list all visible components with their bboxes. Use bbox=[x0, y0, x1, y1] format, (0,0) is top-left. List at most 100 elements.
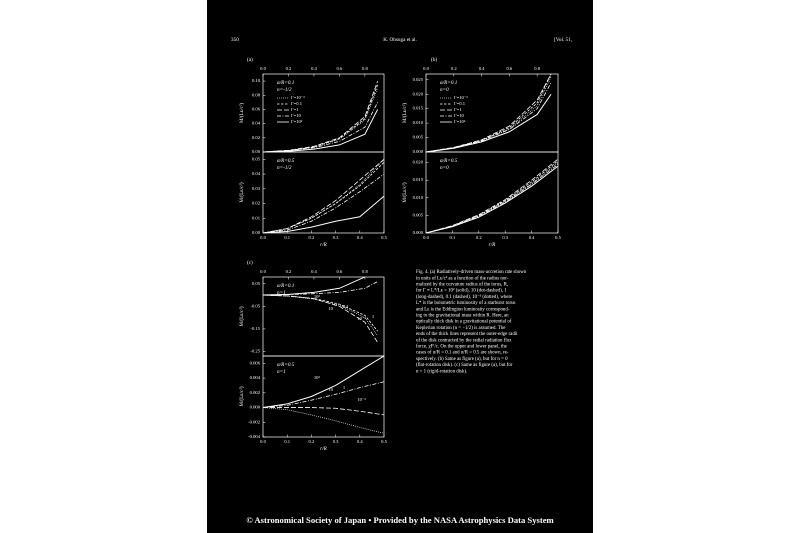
legend-label: Γ=10 bbox=[454, 113, 465, 118]
curve bbox=[263, 102, 378, 152]
y-tick-label: 0.010 bbox=[413, 120, 424, 125]
caption-line: ing to the gravitational mass within R. … bbox=[416, 314, 509, 319]
x-tick-label: 0.5 bbox=[555, 235, 561, 240]
y-tick-label: -0.15 bbox=[250, 326, 260, 331]
y-tick-label: 0.08 bbox=[252, 92, 261, 97]
curve bbox=[263, 80, 379, 152]
panel-annotation: α/R=0.5 bbox=[277, 158, 295, 164]
caption-line: and Lᴇ is the Eddington luminosity corre… bbox=[416, 307, 510, 312]
curve bbox=[263, 162, 384, 233]
plot-frame bbox=[425, 151, 559, 234]
panel-annotation: α/R=0.1 bbox=[440, 80, 458, 86]
caption-line: L* is the bolometric luminosity of a sta… bbox=[416, 301, 516, 306]
curve bbox=[263, 281, 378, 296]
top-x-tick-label: 0.4 bbox=[311, 66, 317, 71]
y-tick-label: 0.02 bbox=[252, 201, 261, 206]
y-tick-label: 0.002 bbox=[250, 390, 261, 395]
y-tick-label: 0.005 bbox=[413, 212, 424, 217]
y-tick-label: 0.000 bbox=[413, 230, 424, 235]
x-tick-label: 0.1 bbox=[284, 439, 290, 444]
top-x-tick-label: 0.0 bbox=[423, 66, 429, 71]
footer: © Astronomical Society of Japan • Provid… bbox=[246, 515, 554, 525]
y-tick-label: 0.004 bbox=[250, 375, 261, 380]
y-tick-label: -0.05 bbox=[250, 303, 260, 308]
x-axis-label: r/R bbox=[489, 242, 496, 248]
y-tick-label: 0.006 bbox=[250, 360, 261, 365]
panel-annotation: α/R=0.1 bbox=[277, 283, 295, 289]
x-tick-label: 0.5 bbox=[381, 439, 387, 444]
curve bbox=[263, 407, 384, 434]
y-axis-label: Ṁ/(Lᴇ/c²) bbox=[238, 306, 245, 327]
legend-label: Γ=1 bbox=[291, 107, 299, 112]
y-tick-label: 0.000 bbox=[250, 405, 261, 410]
curve bbox=[426, 93, 552, 152]
y-axis-label: Ṁ/(Lᴇ/c²) bbox=[238, 103, 245, 124]
volume: [Vol. 51, bbox=[554, 37, 572, 43]
y-tick-label: -0.25 bbox=[250, 349, 260, 354]
top-x-tick-label: 0.6 bbox=[337, 269, 343, 274]
running-head: K. Ohsuga et al. bbox=[383, 37, 417, 43]
x-tick-label: 0.0 bbox=[260, 235, 266, 240]
figure-label: (b) bbox=[431, 56, 437, 63]
curve bbox=[426, 74, 552, 152]
legend-label: Γ=0.1 bbox=[291, 101, 303, 106]
curve bbox=[263, 195, 384, 233]
caption-line: ends of the thick lines represent the ou… bbox=[416, 332, 518, 337]
top-x-tick-label: 0.8 bbox=[534, 66, 540, 71]
x-axis-label: r/R bbox=[320, 446, 327, 452]
figure-label: (c) bbox=[247, 259, 253, 266]
curve bbox=[426, 82, 552, 152]
caption-line: malized by the curvature radius of the t… bbox=[416, 283, 508, 288]
curve-label: 10² bbox=[314, 294, 321, 299]
page-sheet bbox=[207, 0, 593, 533]
y-tick-label: 0.02 bbox=[252, 135, 261, 140]
panel-annotation: n=0 bbox=[440, 87, 449, 93]
panel-annotation: n=0 bbox=[440, 165, 449, 171]
y-axis-label: Ṁ/(Lᴇ/c²) bbox=[238, 182, 245, 203]
curve-label: 10⁻³ bbox=[357, 397, 366, 402]
y-tick-label: 0.005 bbox=[413, 135, 424, 140]
panel-annotation: α/R=0.5 bbox=[277, 362, 295, 368]
y-tick-label: 0.00 bbox=[252, 149, 261, 154]
caption-line: cases of α/R = 0.1 and α/R = 0.5 are sho… bbox=[416, 351, 509, 356]
caption-line: (long-dashed), 0.1 (dashed), 10⁻³ (dotte… bbox=[416, 294, 512, 300]
top-x-tick-label: 0.0 bbox=[260, 66, 266, 71]
panel-annotation: α/R=0.1 bbox=[277, 80, 295, 86]
x-tick-label: 0.4 bbox=[529, 235, 535, 240]
y-tick-label: 0.000 bbox=[413, 149, 424, 154]
legend-label: Γ=0.1 bbox=[454, 101, 466, 106]
y-tick-label: 0.10 bbox=[252, 78, 261, 83]
y-tick-label: 0.015 bbox=[413, 106, 424, 111]
y-axis-label: Ṁ/(Lᴇ/c²) bbox=[238, 386, 245, 407]
y-tick-label: 0.01 bbox=[252, 215, 261, 220]
top-x-tick-label: 0.6 bbox=[506, 66, 512, 71]
y-tick-label: 0.00 bbox=[252, 230, 261, 235]
curve-label: 1 bbox=[372, 314, 375, 319]
curve-label: 10 bbox=[328, 387, 333, 392]
x-tick-label: 0.2 bbox=[476, 235, 482, 240]
plot-frame bbox=[262, 151, 385, 234]
top-x-tick-label: 0.0 bbox=[260, 269, 266, 274]
x-tick-label: 0.1 bbox=[450, 235, 456, 240]
caption-line: spectively. (b) Same as figure (a), but … bbox=[416, 357, 508, 362]
y-tick-label: 0.04 bbox=[252, 121, 261, 126]
curve bbox=[426, 164, 558, 233]
legend-label: Γ=10 bbox=[291, 113, 302, 118]
top-x-tick-label: 0.8 bbox=[362, 269, 368, 274]
curve bbox=[263, 294, 378, 343]
caption-line: n = 1 (rigid-rotation disk). bbox=[416, 369, 467, 374]
y-tick-label: 0.05 bbox=[252, 281, 261, 286]
x-tick-label: 0.0 bbox=[423, 235, 429, 240]
curve-label: 1 bbox=[343, 385, 346, 390]
x-tick-label: 0.3 bbox=[502, 235, 508, 240]
panel-annotation: n=1 bbox=[277, 369, 286, 375]
x-tick-label: 0.4 bbox=[357, 235, 363, 240]
y-tick-label: 0.025 bbox=[413, 77, 424, 82]
curve bbox=[263, 407, 384, 416]
plot-frame bbox=[262, 355, 385, 438]
x-tick-label: 0.0 bbox=[260, 439, 266, 444]
top-x-tick-label: 0.4 bbox=[311, 269, 317, 274]
panel-annotation: n=-1/2 bbox=[277, 87, 292, 93]
y-axis-label: Ṁ/(Lᴇ/c²) bbox=[401, 103, 408, 124]
caption-line: optically thick disk in a gravitational … bbox=[416, 320, 512, 325]
